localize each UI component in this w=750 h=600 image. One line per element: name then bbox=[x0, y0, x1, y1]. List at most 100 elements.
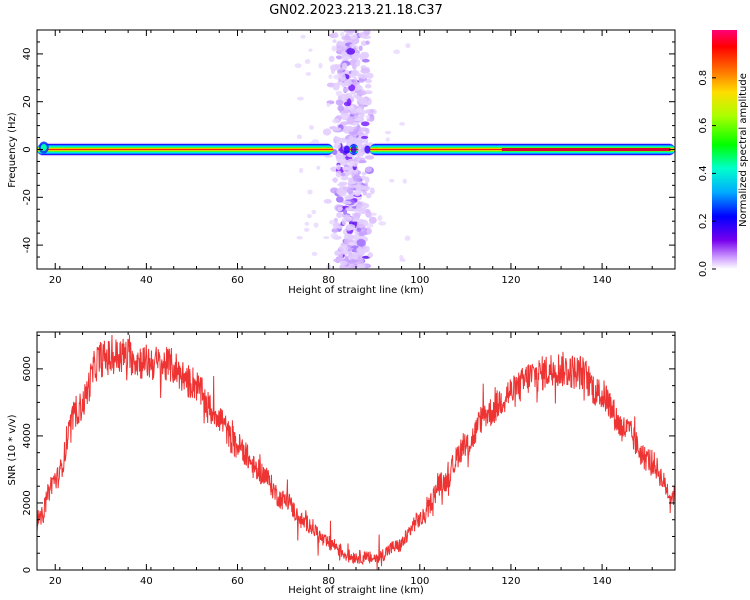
spectrogram-ytick-label: 20 bbox=[22, 95, 33, 108]
spectrogram-blob bbox=[331, 127, 342, 132]
spectrogram-blob bbox=[345, 224, 356, 230]
spectrogram-blob bbox=[323, 199, 332, 204]
spectrogram-band-layer bbox=[37, 148, 334, 151]
spectrogram-gap-blob bbox=[364, 145, 371, 154]
spectrogram-blob bbox=[389, 178, 395, 183]
spectrogram-blob bbox=[334, 222, 340, 227]
spectrogram-blob bbox=[363, 30, 371, 36]
spectrogram-blob bbox=[402, 178, 407, 184]
spectrogram-blob bbox=[343, 208, 348, 215]
spectrogram-blob bbox=[311, 209, 317, 215]
spectrogram-blob bbox=[367, 252, 373, 258]
spectrogram-blob bbox=[369, 109, 374, 113]
spectrogram-blob bbox=[356, 131, 364, 136]
spectrogram-blob bbox=[347, 105, 355, 110]
spectrogram-blob bbox=[337, 154, 347, 158]
spectrogram-ytick-label: -40 bbox=[22, 237, 33, 253]
spectrogram-blob bbox=[335, 55, 342, 60]
spectrogram-blob bbox=[335, 141, 341, 146]
spectrogram-blob bbox=[385, 137, 390, 142]
spectrogram-blob bbox=[405, 43, 411, 49]
snr-ytick-label: 2000 bbox=[22, 490, 33, 515]
spectrogram-blob bbox=[316, 165, 321, 170]
spectrogram-blob bbox=[352, 94, 360, 99]
spectrogram-blob bbox=[399, 122, 406, 126]
spectrogram-blob bbox=[337, 211, 343, 218]
snr-xtick-label: 60 bbox=[231, 576, 244, 587]
spectrogram-blob bbox=[351, 58, 357, 64]
spectrogram-blob bbox=[360, 68, 371, 74]
spectrogram-blob bbox=[361, 185, 371, 191]
spectrogram-blob bbox=[364, 176, 370, 183]
spectrogram-blob bbox=[313, 222, 319, 228]
snr-xtick-label: 40 bbox=[140, 576, 153, 587]
spectrogram-blob bbox=[341, 109, 351, 114]
colorbar-ticks: 0.0 0.2 0.4 0.6 0.8 bbox=[698, 70, 716, 277]
spectrogram-blob bbox=[358, 127, 369, 132]
spectrogram-blob bbox=[333, 74, 341, 80]
snr-xtick-label: 80 bbox=[322, 576, 335, 587]
spectrogram-ticks: 20 40 60 80 100 120 140 -40 -20 0 20 40 bbox=[22, 29, 676, 286]
spectrogram-blob bbox=[348, 84, 356, 92]
spectrogram-blob bbox=[336, 164, 341, 171]
spectrogram-blob bbox=[348, 184, 358, 189]
spectrogram-blob bbox=[366, 72, 374, 79]
spectrogram-blob bbox=[294, 63, 302, 69]
spectrogram-blob bbox=[296, 235, 303, 240]
spectrogram-blob bbox=[344, 195, 355, 200]
colorbar-tick-label: 0.8 bbox=[698, 70, 709, 86]
spectrogram-blob bbox=[346, 233, 354, 241]
spectrogram-blob bbox=[349, 264, 358, 269]
snr-ylabel: SNR (10 * v/v) bbox=[7, 414, 18, 485]
spectrogram-blob bbox=[299, 167, 304, 174]
spectrogram-blob bbox=[360, 110, 369, 114]
spectrogram-blob bbox=[318, 62, 323, 69]
spectrogram-blob bbox=[353, 212, 361, 221]
spectrogram-blob bbox=[331, 148, 338, 156]
spectrogram-blob bbox=[308, 48, 313, 52]
spectrogram-blob bbox=[340, 175, 349, 181]
spectrogram-gap-blob bbox=[343, 145, 350, 154]
spectrogram-blob bbox=[330, 187, 339, 194]
spectrogram-blob bbox=[344, 70, 350, 74]
spectrogram-blob bbox=[341, 218, 347, 226]
spectrogram-blob bbox=[364, 166, 373, 173]
spectrogram-blob bbox=[347, 30, 355, 34]
spectrogram-blob bbox=[358, 232, 365, 237]
spectrogram-blob bbox=[297, 96, 304, 101]
spectrogram-blob bbox=[364, 83, 372, 89]
spectrogram-blob bbox=[357, 139, 363, 147]
spectrogram-xtick-label: 120 bbox=[501, 275, 520, 286]
spectrogram-blob bbox=[362, 203, 370, 209]
spectrogram-blob bbox=[342, 200, 352, 205]
spectrogram-blob bbox=[346, 98, 352, 107]
colorbar-gradient bbox=[712, 30, 737, 269]
spectrogram-blob bbox=[352, 174, 362, 182]
spectrogram-blob bbox=[356, 227, 362, 232]
spectrogram-blob bbox=[365, 40, 370, 45]
spectrogram-band-core bbox=[501, 148, 671, 151]
spectrogram-xtick-label: 60 bbox=[231, 275, 244, 286]
spectrogram-blob bbox=[365, 115, 371, 119]
snr-ytick-label: 6000 bbox=[22, 356, 33, 381]
snr-xtick-label: 120 bbox=[501, 576, 520, 587]
spectrogram-xtick-label: 100 bbox=[410, 275, 429, 286]
spectrogram-blob bbox=[306, 213, 312, 219]
spectrogram-xtick-label: 20 bbox=[49, 275, 62, 286]
spectrogram-blob bbox=[356, 91, 367, 96]
spectrogram-blob bbox=[340, 172, 346, 177]
spectrogram-blob bbox=[304, 59, 311, 64]
spectrogram-blob bbox=[339, 260, 348, 266]
spectrogram-blob bbox=[337, 253, 344, 261]
spectrogram-blob bbox=[358, 98, 363, 103]
spectrogram-blob bbox=[300, 34, 306, 39]
colorbar: 0.0 0.2 0.4 0.6 0.8 Normalized spectral ampl… bbox=[698, 30, 749, 277]
snr-xtick-label: 140 bbox=[593, 576, 612, 587]
spectrogram-blob bbox=[342, 166, 350, 171]
spectrogram-blob bbox=[365, 208, 371, 213]
spectrogram-blob bbox=[339, 66, 347, 71]
spectrogram-blob bbox=[350, 33, 358, 40]
spectrogram-blob bbox=[304, 221, 310, 226]
spectrogram-blob bbox=[337, 183, 347, 187]
spectrogram-blob bbox=[360, 135, 369, 139]
